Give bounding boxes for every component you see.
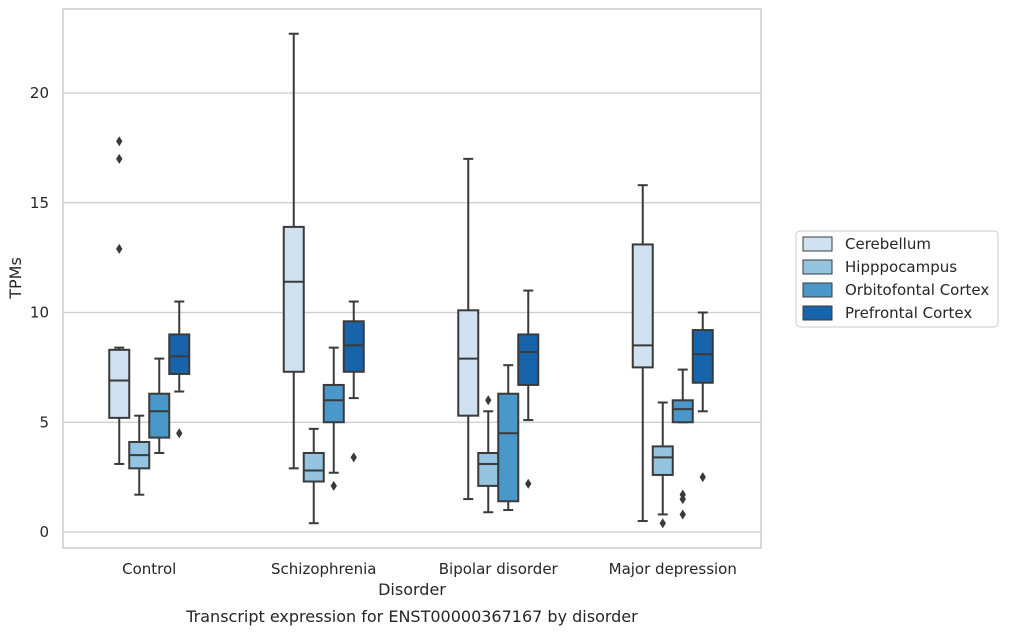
outlier-point: [659, 518, 666, 529]
box-orbitofontal-cortex: [148, 357, 171, 454]
y-tick-label: 20: [30, 84, 49, 102]
legend-label: Prefrontal Cortex: [845, 304, 972, 322]
y-tick-label: 15: [30, 194, 49, 212]
box-body: [477, 451, 500, 487]
box-orbitofontal-cortex: [671, 368, 694, 520]
x-tick-label: Bipolar disorder: [439, 560, 559, 578]
box-hipppocampus: [651, 401, 674, 529]
box-cerebellum: [631, 184, 654, 523]
box-prefrontal-cortex: [517, 289, 540, 489]
outlier-point: [525, 478, 532, 489]
box-body: [671, 399, 694, 424]
box-hipppocampus: [302, 427, 325, 525]
outlier-point: [116, 243, 123, 254]
x-axis-label: Disorder: [378, 580, 446, 599]
box-body: [342, 320, 365, 373]
x-tick-label: Control: [122, 560, 176, 578]
x-tick-label: Schizophrenia: [271, 560, 376, 578]
x-tick-label: Major depression: [609, 560, 737, 578]
legend-swatch: [802, 282, 833, 298]
box-body: [168, 333, 191, 375]
legend-swatch: [802, 236, 833, 252]
x-tick-labels: Control Schizophrenia Bipolar disorder Majo…: [122, 560, 737, 578]
y-tick-label: 10: [30, 304, 49, 322]
box-body: [302, 451, 325, 483]
y-tick-label: 0: [39, 523, 49, 541]
outlier-point: [350, 452, 357, 463]
legend: Cerebellum Hipppocampus Orbitofontal Corte…: [795, 230, 999, 328]
box-cerebellum: [457, 157, 480, 501]
legend-swatch: [802, 259, 833, 275]
box-body: [691, 329, 714, 384]
box-body: [148, 392, 171, 439]
box-hipppocampus: [477, 395, 500, 514]
box-body: [322, 383, 345, 424]
box-prefrontal-cortex: [691, 311, 714, 483]
legend-swatch: [802, 305, 833, 321]
legend-label: Cerebellum: [845, 235, 931, 253]
box-body: [282, 225, 305, 373]
chart-caption: Transcript expression for ENST0000036716…: [185, 607, 638, 626]
box-prefrontal-cortex: [342, 300, 365, 463]
legend-frame: [795, 230, 999, 328]
outlier-point: [176, 428, 183, 439]
plot-frame: [62, 8, 762, 549]
outlier-point: [116, 153, 123, 164]
box-series: [108, 32, 714, 529]
outlier-point: [699, 472, 706, 483]
y-tick-label: 5: [39, 413, 49, 431]
outlier-point: [679, 509, 686, 520]
outlier-point: [485, 395, 492, 406]
box-body: [517, 333, 540, 386]
box-cerebellum: [282, 32, 305, 470]
box-orbitofontal-cortex: [497, 364, 520, 512]
y-axis-label: TPMs: [6, 257, 25, 300]
box-orbitofontal-cortex: [322, 346, 345, 491]
box-body: [651, 445, 674, 476]
box-body: [108, 348, 131, 419]
box-body: [457, 309, 480, 417]
legend-label: Hipppocampus: [845, 258, 957, 276]
outlier-point: [679, 489, 686, 500]
box-prefrontal-cortex: [168, 300, 191, 439]
legend-label: Orbitofontal Cortex: [845, 281, 989, 299]
box-body: [631, 243, 654, 369]
box-cerebellum: [108, 136, 131, 465]
outlier-point: [116, 136, 123, 147]
outlier-point: [330, 480, 337, 491]
y-tick-labels: 0 5 10 15 20: [30, 84, 49, 541]
box-hipppocampus: [128, 414, 151, 496]
box-body: [497, 392, 520, 503]
